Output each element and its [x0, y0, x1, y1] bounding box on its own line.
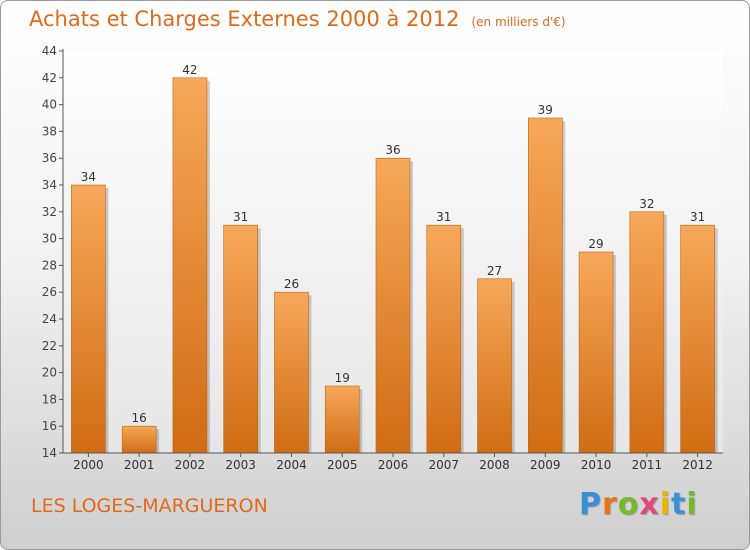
bar [324, 385, 360, 454]
bar [528, 117, 563, 454]
x-tick-label: 2012 [682, 458, 713, 472]
y-tick-label: 32 [42, 205, 57, 219]
x-tick-label: 2009 [530, 458, 561, 472]
y-tick-label: 44 [42, 44, 57, 58]
bar-value-label: 39 [538, 103, 553, 117]
bar-value-label: 36 [385, 143, 400, 157]
bar-value-label: 19 [335, 371, 350, 385]
bar [71, 184, 106, 454]
y-tick-label: 26 [42, 285, 57, 299]
x-tick-label: 2000 [73, 458, 104, 472]
y-tick-label: 18 [42, 392, 57, 406]
bar-value-label: 31 [690, 210, 705, 224]
x-tick-label: 2003 [225, 458, 256, 472]
logo-letter: i [686, 487, 698, 522]
y-tick-label: 40 [42, 98, 57, 112]
y-tick-label: 36 [42, 151, 57, 165]
y-tick-label: 22 [42, 339, 57, 353]
bar-value-label: 26 [284, 277, 299, 291]
proxiti-logo: Proxiti [579, 487, 698, 522]
bar [426, 224, 462, 454]
x-tick-label: 2001 [124, 458, 155, 472]
y-tick-label: 28 [42, 258, 57, 272]
bar-value-label: 16 [132, 411, 147, 425]
logo-letter: x [639, 487, 660, 522]
bars-group: 34 16 42 31 26 19 36 31 27 39 29 32 31 [71, 63, 718, 454]
y-tick-label: 30 [42, 232, 57, 246]
y-tick-label: 38 [42, 124, 57, 138]
bar [629, 211, 665, 454]
logo-letter: r [602, 487, 618, 522]
x-tick-label: 2010 [581, 458, 612, 472]
x-tick-label: 2004 [276, 458, 307, 472]
bar-value-label: 32 [639, 197, 654, 211]
bar-value-label: 42 [182, 63, 197, 77]
title-unit: (en milliers d'€) [471, 15, 566, 29]
chart-title: Achats et Charges Externes 2000 à 2012 (e… [29, 7, 566, 31]
y-axis: 14 16 18 20 22 24 26 28 30 32 34 36 38 40 42 44 [42, 44, 64, 460]
bar-value-label: 31 [233, 210, 248, 224]
bar-value-label: 34 [81, 170, 96, 184]
bar [274, 291, 309, 454]
bar-value-label: 27 [487, 264, 502, 278]
x-tick-label: 2006 [378, 458, 409, 472]
bar [477, 278, 512, 454]
y-tick-label: 42 [42, 71, 57, 85]
logo-letter: o [617, 487, 640, 522]
x-axis: 2000 2001 2002 2003 2004 2005 2006 2007 2008 2009… [63, 452, 723, 472]
y-tick-label: 20 [42, 366, 57, 380]
x-tick-label: 2005 [327, 458, 358, 472]
y-tick-label: 24 [42, 312, 57, 326]
bar [680, 224, 715, 454]
logo-letter: P [579, 487, 602, 522]
bar-value-label: 31 [436, 210, 451, 224]
title-text: Achats et Charges Externes 2000 à 2012 [29, 7, 460, 31]
logo-letter: t [671, 487, 687, 522]
y-tick-label: 14 [42, 446, 57, 460]
y-tick-label: 16 [42, 419, 57, 433]
x-tick-label: 2007 [428, 458, 459, 472]
x-tick-label: 2008 [479, 458, 510, 472]
logo-letter: i [659, 487, 672, 522]
y-tick-label: 34 [42, 178, 57, 192]
x-tick-label: 2011 [632, 458, 663, 472]
bar [375, 157, 411, 454]
city-name: LES LOGES-MARGUERON [31, 495, 268, 517]
bar-value-label: 29 [588, 237, 603, 251]
bar [121, 425, 157, 454]
bar [172, 77, 208, 454]
bar [223, 224, 258, 454]
bar [578, 251, 614, 454]
x-tick-label: 2002 [175, 458, 206, 472]
